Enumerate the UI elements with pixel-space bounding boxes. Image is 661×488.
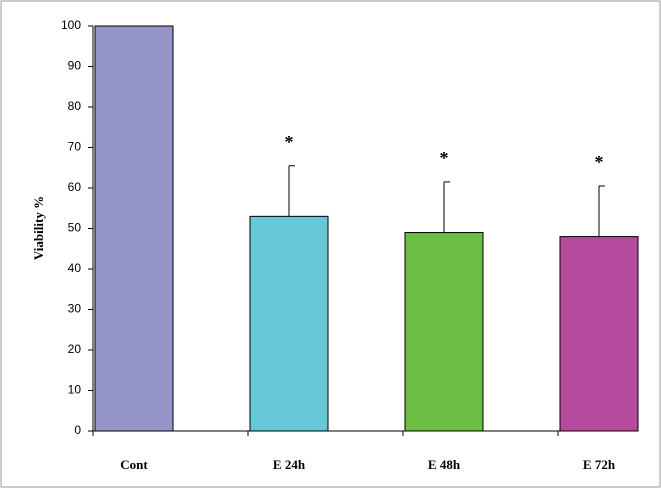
- x-tick-label: Cont: [120, 457, 148, 472]
- y-tick-label: 100: [61, 18, 81, 32]
- significance-marker: *: [595, 152, 604, 172]
- y-axis-label: Viability %: [31, 196, 46, 260]
- y-tick-label: 60: [68, 180, 82, 194]
- y-tick-label: 50: [68, 221, 82, 235]
- bar: [404, 232, 484, 432]
- y-tick-label: 30: [68, 302, 82, 316]
- y-tick-label: 40: [68, 261, 82, 275]
- significance-marker: *: [440, 148, 449, 168]
- x-tick-label: E 48h: [428, 457, 461, 472]
- y-tick-label: 70: [68, 140, 82, 154]
- bar: [249, 215, 329, 432]
- significance-marker: *: [285, 132, 294, 152]
- bar: [559, 236, 639, 432]
- x-tick-label: E 72h: [583, 457, 616, 472]
- y-tick-label: 0: [74, 423, 81, 437]
- y-tick-label: 90: [68, 59, 82, 73]
- bar: [94, 25, 174, 432]
- x-tick-label: E 24h: [273, 457, 306, 472]
- y-tick-label: 80: [68, 99, 82, 113]
- y-tick-label: 20: [68, 342, 82, 356]
- y-tick-label: 10: [68, 383, 82, 397]
